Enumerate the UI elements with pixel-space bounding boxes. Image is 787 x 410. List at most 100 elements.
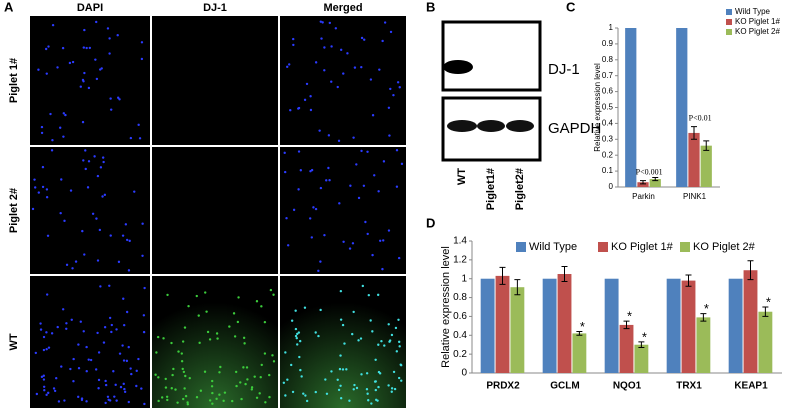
cell xyxy=(400,379,403,382)
cell xyxy=(96,331,99,335)
x-tick-label: PINK1 xyxy=(683,192,707,201)
cell xyxy=(49,112,52,116)
cell xyxy=(232,312,236,315)
error-bar xyxy=(623,320,630,330)
cell xyxy=(118,352,122,355)
cell xyxy=(56,66,59,69)
cell xyxy=(222,399,225,403)
bar xyxy=(696,317,711,373)
cell xyxy=(45,188,49,191)
legend-label: KO Piglet 1# xyxy=(735,17,780,26)
cell xyxy=(103,193,107,197)
legend-label: Wild Type xyxy=(735,7,771,16)
cell xyxy=(104,401,107,405)
cell xyxy=(363,38,366,41)
cell xyxy=(138,137,142,140)
cell xyxy=(45,348,48,351)
cell xyxy=(292,208,296,212)
cell xyxy=(34,351,38,355)
cell xyxy=(228,325,231,328)
legend-swatch xyxy=(726,29,732,35)
cell xyxy=(310,168,314,172)
panel-label: B xyxy=(426,0,435,14)
cell xyxy=(218,371,221,374)
micrograph xyxy=(152,276,278,408)
x-tick-label: KEAP1 xyxy=(734,381,768,392)
cell xyxy=(65,322,68,325)
cell xyxy=(390,387,394,390)
cell xyxy=(68,61,72,65)
cell xyxy=(99,285,102,288)
cell xyxy=(378,239,382,242)
cell xyxy=(394,326,398,330)
micrograph xyxy=(152,147,278,274)
cell xyxy=(357,196,361,200)
cell xyxy=(309,108,313,112)
cell xyxy=(157,376,160,379)
western-blot: DJ-1 GAPDH WT Piglet1# Piglet2# xyxy=(441,20,601,210)
cell xyxy=(303,98,307,102)
cell xyxy=(352,388,355,391)
cell xyxy=(100,67,103,70)
cell xyxy=(85,370,88,373)
y-tick-label: 1 xyxy=(461,273,467,284)
blot-frame xyxy=(441,20,542,92)
cell xyxy=(291,390,295,394)
error-bar xyxy=(652,176,659,182)
cell xyxy=(122,359,126,362)
cell xyxy=(81,229,84,233)
bar xyxy=(604,278,619,373)
cell xyxy=(364,220,367,224)
cell xyxy=(183,387,186,390)
cell xyxy=(208,399,212,402)
cell xyxy=(336,378,339,381)
cell xyxy=(397,340,401,344)
cell xyxy=(60,178,63,181)
cell xyxy=(181,367,184,371)
cell xyxy=(330,370,333,373)
cell xyxy=(110,330,113,334)
cell xyxy=(181,340,185,343)
cell xyxy=(97,378,101,382)
cell xyxy=(208,338,212,341)
cell xyxy=(172,367,175,371)
cell xyxy=(77,367,81,370)
bar xyxy=(666,278,681,373)
cell xyxy=(141,222,144,225)
cell xyxy=(40,131,44,135)
panel-label: A xyxy=(4,0,14,14)
cell xyxy=(233,335,237,338)
cell xyxy=(187,304,190,308)
cell xyxy=(61,308,65,311)
cell xyxy=(142,330,146,334)
cell xyxy=(96,259,100,262)
cell xyxy=(395,149,399,152)
cell xyxy=(42,385,46,388)
cell xyxy=(33,178,36,181)
cell xyxy=(260,363,263,367)
cell xyxy=(300,375,303,378)
cell xyxy=(130,372,133,376)
cell xyxy=(110,323,114,327)
cell xyxy=(325,392,329,396)
cell xyxy=(282,381,286,385)
cell xyxy=(286,65,289,69)
cell xyxy=(377,370,381,374)
y-tick-label: 0 xyxy=(461,368,467,379)
cell xyxy=(366,150,369,153)
protein-label: DJ-1 xyxy=(548,61,580,78)
cell xyxy=(381,267,384,271)
cell xyxy=(294,309,297,312)
error-bar xyxy=(576,331,583,336)
cell xyxy=(305,82,309,86)
y-axis-label: Relative expression level xyxy=(593,63,602,152)
cell xyxy=(295,336,298,340)
cell xyxy=(284,351,287,354)
cell xyxy=(41,165,45,169)
cell xyxy=(336,85,339,89)
cell xyxy=(321,21,324,24)
cell xyxy=(352,310,355,314)
cell xyxy=(108,284,111,287)
cell xyxy=(360,65,363,69)
cell xyxy=(125,238,129,242)
